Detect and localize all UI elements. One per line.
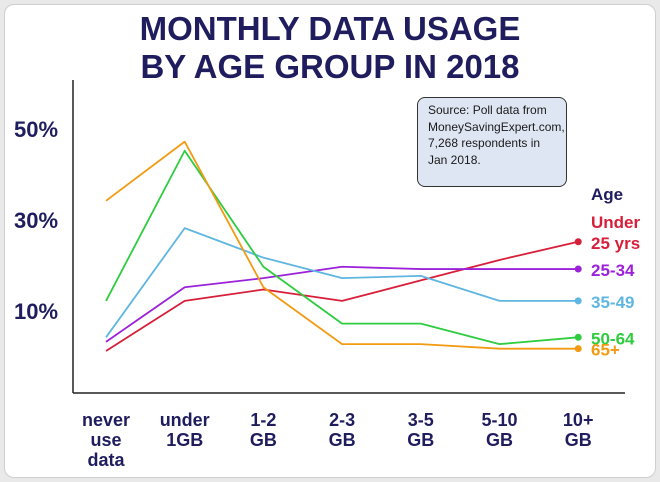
series-label: 25-34 [591,261,635,280]
x-tick-label: 10+ GB [563,410,594,450]
y-tick-label: 10% [14,299,58,324]
source-line-4: Jan 2018. [428,152,481,167]
series-line [105,227,579,338]
series-label: 50-64 [591,329,635,348]
y-tick-label: 30% [14,208,58,233]
series-line [105,240,579,352]
series-label: 35-49 [591,293,634,312]
x-tick-label: under 1GB [160,410,210,450]
series-end-point [574,238,582,246]
x-tick-label: 5-10 GB [481,410,517,450]
chart-title-line-1: MONTHLY DATA USAGE [139,10,521,47]
series-line [105,265,579,343]
chart-title-line-2: BY AGE GROUP IN 2018 [140,48,520,85]
series-label: Under 25 yrs [591,213,641,253]
chart-card [4,4,656,478]
series-end-point [574,297,582,305]
series-line [105,149,579,346]
x-tick-label: never use data [82,410,130,470]
y-tick-label: 50% [14,117,58,142]
source-line-2: MoneySavingExpert.com, [428,119,565,134]
source-note: Source: Poll data from MoneySavingExpert… [417,97,567,187]
series-end-point [574,333,582,341]
source-line-3: 7,268 respondents in [428,136,541,150]
series-line [105,140,579,350]
series-end-point [574,265,582,273]
source-line-1: Source: Poll data from [428,103,547,117]
chart-title: MONTHLY DATA USAGE BY AGE GROUP IN 2018 [0,10,660,86]
series-end-point [574,345,582,353]
x-tick-label: 2-3 GB [329,410,356,450]
x-tick-label: 1-2 GB [250,410,277,450]
x-tick-label: 3-5 GB [407,410,434,450]
series-label: 65+ [591,341,620,360]
legend-title: Age [591,185,623,204]
